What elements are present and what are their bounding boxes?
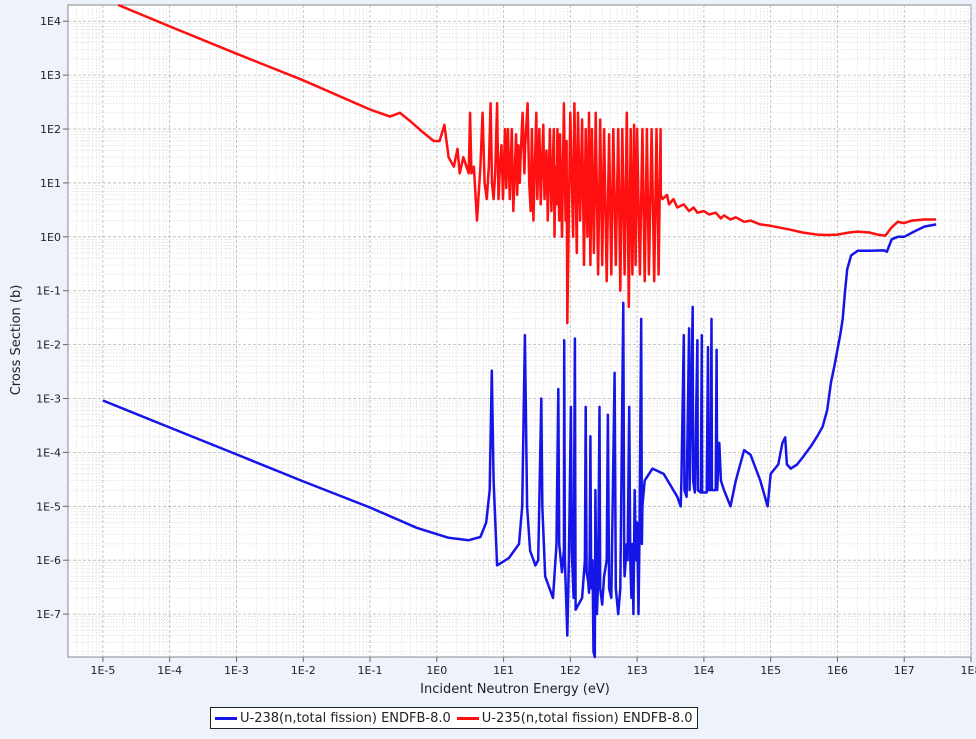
series-line-u235 [117,3,937,325]
legend: U-238(n,total fission) ENDFB-8.0 U-235(n… [210,707,698,729]
legend-item-u235: U-235(n,total fission) ENDFB-8.0 [456,710,693,726]
x-tick-label: 1E2 [560,664,581,677]
x-tick-label: 1E-5 [90,664,115,677]
series-line-u238 [102,223,937,659]
x-tick-label: 1E-4 [157,664,182,677]
y-tick-label: 1E3 [40,69,61,82]
y-tick-label: 1E-4 [36,446,61,459]
x-tick-label: 1E7 [894,664,915,677]
y-tick-label: 1E-7 [36,608,61,621]
y-axis-title: Cross Section (b) [9,285,24,396]
x-tick-label: 1E5 [760,664,781,677]
x-tick-label: 1E-1 [358,664,383,677]
x-tick-label: 1E4 [693,664,714,677]
x-tick-label: 1E6 [827,664,848,677]
plot-background [67,4,972,658]
y-tick-label: 1E-2 [36,339,61,352]
legend-swatch-u238 [215,716,237,720]
ticks: 1E-5 1E-4 1E-3 1E-2 1E-1 1E0 1E1 1E2 1E3 1E4 1E5 1E… [36,15,976,677]
y-tick-label: 1E2 [40,123,61,136]
x-tick-label: 1E3 [627,664,648,677]
legend-swatch-u235 [456,716,479,720]
y-tick-label: 1E-6 [36,554,61,567]
x-tick-label: 1E-3 [224,664,249,677]
x-tick-label: 1E1 [493,664,514,677]
x-tick-label: 1E-2 [291,664,316,677]
y-tick-label: 1E4 [40,15,61,28]
y-tick-label: 1E0 [40,231,61,244]
x-axis-title: Incident Neutron Energy (eV) [420,682,610,697]
series-layer [102,3,937,659]
x-tick-label: 1E0 [426,664,447,677]
y-tick-label: 1E1 [40,177,61,190]
legend-item-u238: U-238(n,total fission) ENDFB-8.0 [215,711,451,726]
y-tick-label: 1E-1 [36,285,61,298]
y-tick-label: 1E-5 [36,500,61,513]
y-tick-label: 1E-3 [36,393,61,406]
legend-label-u238: U-238(n,total fission) ENDFB-8.0 [240,710,451,726]
x-tick-label: 1E8 [961,664,976,677]
legend-label-u235: U-235(n,total fission) ENDFB-8.0 [481,710,693,726]
